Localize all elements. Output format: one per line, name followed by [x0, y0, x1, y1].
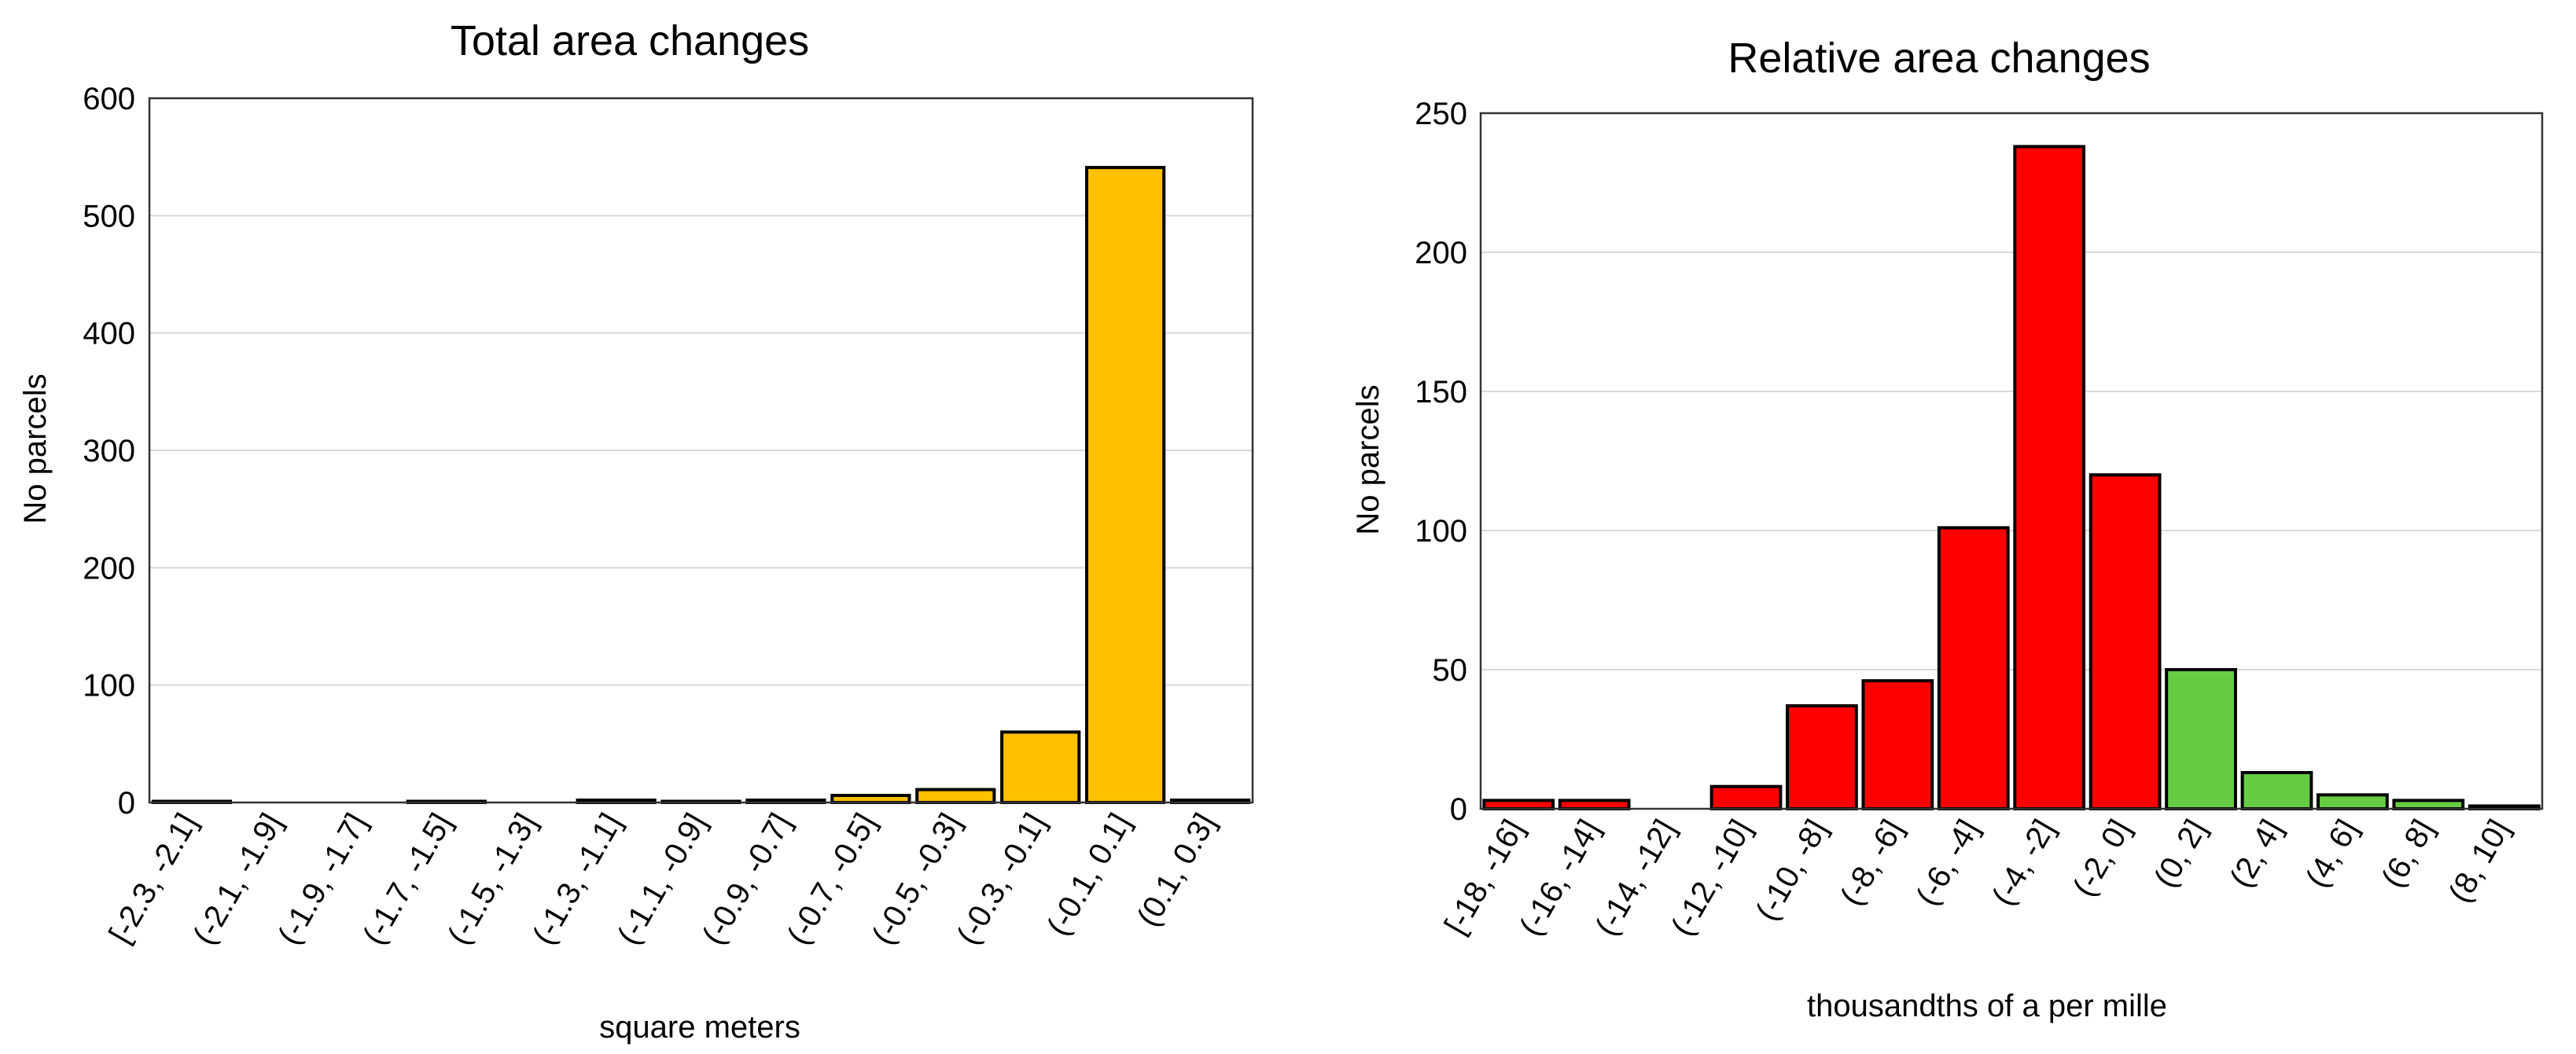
bar	[2165, 668, 2237, 810]
relative-area-chart: Relative area changes No parcels thousan…	[1351, 35, 2544, 1023]
bar	[1709, 784, 1783, 810]
y-tick-label: 300	[83, 434, 135, 468]
bar	[2088, 473, 2162, 810]
x-axis-label: thousandths of a per mille	[1807, 989, 2167, 1023]
bar	[830, 794, 911, 804]
bar	[1558, 799, 1631, 811]
chart-title: Total area changes	[451, 17, 809, 64]
bar	[915, 788, 996, 804]
total-area-chart: Total area changes No parcels square met…	[18, 17, 1254, 1045]
y-tick-label: 100	[83, 669, 135, 703]
y-tick-label: 100	[1415, 514, 1467, 549]
y-tick-label: 150	[1415, 375, 1467, 409]
x-tick-label: (-8, -6]	[1834, 814, 1910, 912]
y-tick-label: 500	[83, 199, 135, 233]
y-tick-label: 200	[1415, 236, 1467, 270]
bar	[1937, 526, 2010, 811]
bar	[1482, 799, 1555, 811]
y-tick-label: 250	[1415, 97, 1467, 131]
x-tick-label: (-6, -4]	[1910, 814, 1986, 912]
y-tick-label: 600	[83, 82, 135, 116]
plot-frame	[1479, 112, 2544, 810]
y-tick-label: 50	[1433, 653, 1468, 688]
y-tick-label: 400	[83, 317, 135, 351]
bar	[1861, 679, 1934, 810]
x-tick-label: (-0.3, -0.1]	[951, 808, 1053, 951]
x-tick-label: (6, 8]	[2375, 814, 2441, 894]
x-tick-label: (0.1, 0.3]	[1131, 808, 1223, 933]
x-axis-label: square meters	[599, 1010, 800, 1045]
x-tick-label: (0, 2]	[2147, 814, 2214, 894]
x-tick-label: (-2, 0]	[2066, 814, 2137, 902]
y-tick-label: 200	[83, 551, 135, 586]
bar	[2317, 793, 2389, 810]
plot-frame	[148, 97, 1254, 804]
bar	[2013, 145, 2086, 811]
x-tick-label: (2, 4]	[2224, 814, 2290, 894]
bar	[2392, 799, 2465, 811]
x-tick-label: (4, 6]	[2299, 814, 2365, 894]
y-axis-label: No parcels	[18, 373, 53, 523]
bar	[1085, 166, 1166, 804]
y-tick-label: 0	[1450, 792, 1467, 827]
x-tick-label: (8, 10]	[2442, 814, 2517, 909]
y-axis-label: No parcels	[1351, 384, 1386, 534]
x-tick-label: (-0.1, 0.1]	[1040, 808, 1138, 942]
x-tick-label: (-4, -2]	[1985, 814, 2062, 912]
bar	[2240, 770, 2313, 810]
x-tick-label: (-10, -8]	[1750, 814, 1834, 927]
bar	[1000, 730, 1081, 805]
y-tick-label: 0	[118, 786, 135, 821]
bar	[1786, 704, 1858, 811]
chart-title: Relative area changes	[1728, 35, 2150, 82]
